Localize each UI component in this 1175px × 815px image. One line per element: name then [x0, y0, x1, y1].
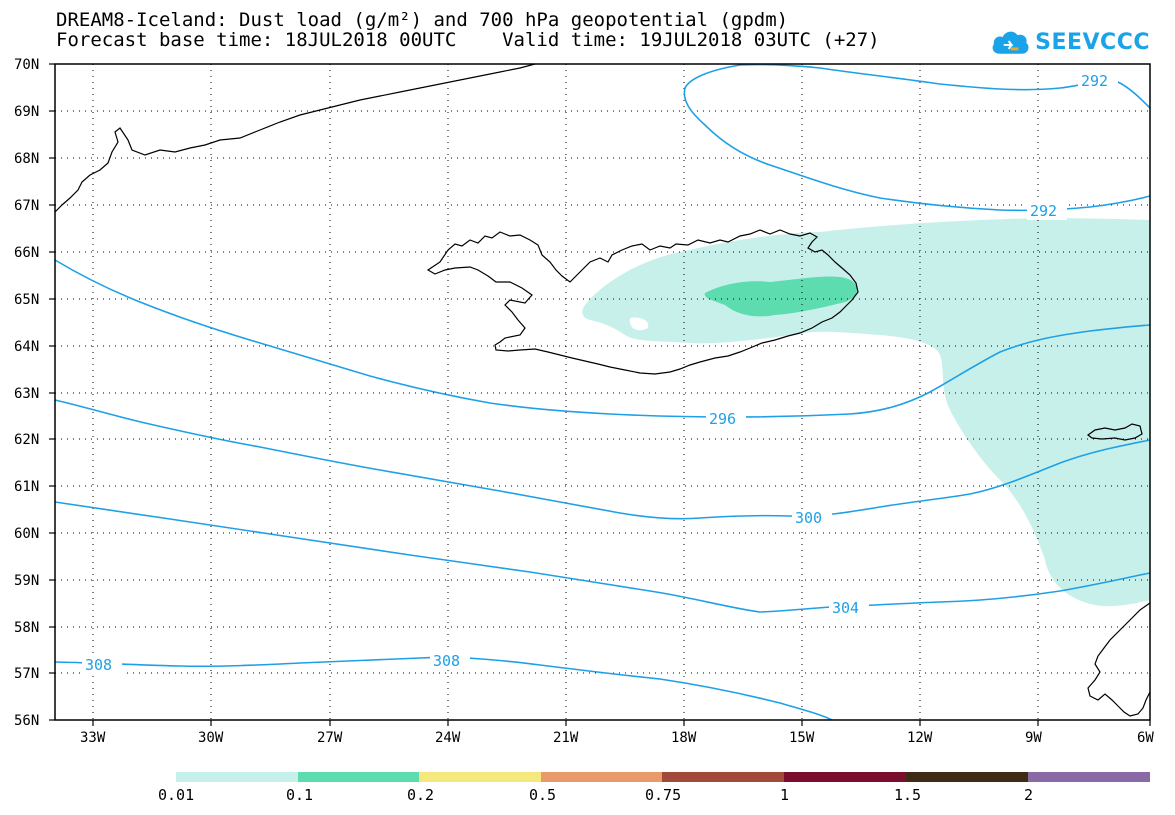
map-frame [54, 63, 1151, 721]
latitude-labels: 56N 57N 58N 59N 60N 61N 62N 63N 64N 65N … [14, 57, 39, 729]
colorbar: 0.01 0.1 0.2 0.5 0.75 1 1.5 2 [158, 772, 1150, 804]
contour-label-308-a: 308 [433, 652, 460, 670]
cloud-icon [992, 31, 1029, 54]
map-title: DREAM8-Iceland: Dust load (g/m²) and 700… [56, 9, 789, 31]
contour-label-300: 300 [795, 509, 822, 527]
lat-label: 67N [14, 198, 39, 214]
contour-296 [54, 259, 1151, 418]
logo-text: SEEVCCC [1035, 29, 1150, 55]
lon-label: 24W [435, 730, 461, 746]
lat-label: 59N [14, 573, 39, 589]
lat-label: 70N [14, 57, 39, 73]
longitude-labels: 33W 30W 27W 24W 21W 18W 15W 12W 9W 6W [80, 730, 1154, 746]
contour-label-292-b: 292 [1030, 202, 1057, 220]
scotland-coast [1087, 602, 1151, 717]
contour-300 [54, 399, 1151, 520]
lat-label: 63N [14, 386, 39, 402]
colorbar-label: 0.01 [158, 786, 194, 804]
colorbar-swatch [176, 772, 298, 782]
dust-load-field [582, 218, 1150, 607]
contour-label-296: 296 [709, 410, 736, 428]
dust-area-light-hole [629, 317, 649, 331]
colorbar-swatch [419, 772, 541, 782]
lon-label: 18W [671, 730, 697, 746]
tick-marks [49, 63, 1151, 726]
faroe-islands [1086, 423, 1143, 441]
lon-label: 33W [80, 730, 106, 746]
colorbar-swatch [1028, 772, 1150, 782]
seevccc-logo: SEEVCCC [990, 22, 1150, 62]
contour-labels: 292 292 296 300 304 308 308 [82, 72, 1118, 674]
lat-label: 68N [14, 151, 39, 167]
iceland-coast [426, 229, 859, 375]
colorbar-swatch [784, 772, 906, 782]
lon-label: 12W [907, 730, 933, 746]
lat-label: 56N [14, 713, 39, 729]
colorbar-label: 0.75 [645, 786, 681, 804]
colorbar-label: 0.5 [529, 786, 556, 804]
coastlines [54, 63, 1151, 717]
colorbar-swatch [906, 772, 1028, 782]
lat-label: 64N [14, 339, 39, 355]
lat-label: 61N [14, 479, 39, 495]
colorbar-label: 2 [1024, 786, 1033, 804]
dust-area-light [582, 218, 1150, 607]
contour-label-308-b: 308 [85, 656, 112, 674]
contour-label-292-a: 292 [1081, 72, 1108, 90]
lon-label: 27W [317, 730, 343, 746]
colorbar-label: 1 [780, 786, 789, 804]
colorbar-swatch [298, 772, 419, 782]
forecast-time-subtitle: Forecast base time: 18JUL2018 00UTC Vali… [56, 29, 880, 51]
lon-label: 21W [553, 730, 579, 746]
lat-label: 58N [14, 620, 39, 636]
contour-304 [54, 501, 1151, 613]
lon-label: 30W [198, 730, 224, 746]
colorbar-label: 0.2 [407, 786, 434, 804]
lat-label: 60N [14, 526, 39, 542]
lat-label: 69N [14, 104, 39, 120]
colorbar-label: 1.5 [894, 786, 921, 804]
lon-label: 9W [1025, 730, 1042, 746]
greenland-coast [54, 63, 536, 213]
colorbar-label: 0.1 [286, 786, 313, 804]
lat-label: 62N [14, 432, 39, 448]
grid-lines [55, 64, 1150, 720]
dust-area-medium [704, 276, 858, 317]
contour-label-304: 304 [832, 599, 859, 617]
contour-292-north [683, 63, 1151, 212]
lat-label: 65N [14, 292, 39, 308]
lat-label: 57N [14, 666, 39, 682]
colorbar-swatch [541, 772, 662, 782]
lon-label: 6W [1137, 730, 1154, 746]
lon-label: 15W [789, 730, 815, 746]
colorbar-swatch [662, 772, 784, 782]
lat-label: 66N [14, 245, 39, 261]
